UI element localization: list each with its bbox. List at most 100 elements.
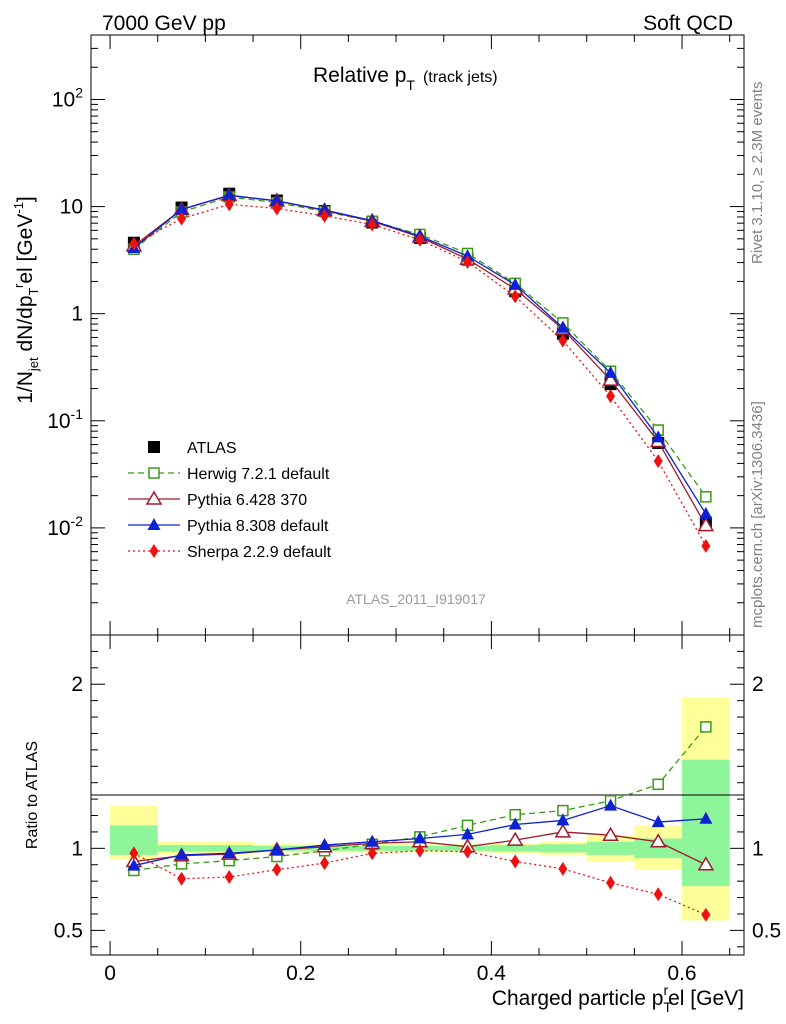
legend-label-herwig: Herwig 7.2.1 default bbox=[187, 466, 330, 483]
header-right-label: Soft QCD bbox=[643, 12, 733, 35]
ratio-band-inner bbox=[491, 845, 540, 852]
data-point-sherpa bbox=[653, 454, 663, 469]
ratio-point-pythia8 bbox=[365, 834, 379, 847]
legend: ATLAS Herwig 7.2.1 default Pythia 6.428 37… bbox=[128, 440, 332, 561]
data-point-pythia6 bbox=[697, 517, 715, 532]
ratio-point-pythia8 bbox=[699, 811, 713, 824]
ratio-y-tick-label: 0.5 bbox=[54, 919, 83, 942]
ylabel-part-5: r bbox=[11, 283, 26, 288]
data-point-herwig bbox=[700, 491, 712, 503]
ratio-point-pythia6 bbox=[649, 833, 667, 848]
ratio-y-tick-label-right: 0.5 bbox=[752, 919, 781, 942]
ratio-point-pythia6 bbox=[506, 831, 524, 846]
data-point-pythia8 bbox=[699, 506, 713, 519]
x-tick-label: 0.2 bbox=[286, 962, 315, 985]
ratio-plot-panel: 0.5 0.5 1 1 2 2 0 0.2 0.4 0.6 Ratio to ATLAS Char… bbox=[24, 634, 781, 1015]
main-y-tick-label: 102 bbox=[52, 84, 83, 111]
data-point-sherpa bbox=[415, 232, 425, 247]
main-title-text: Relative p bbox=[313, 64, 406, 87]
legend-label-pythia6: Pythia 6.428 370 bbox=[187, 492, 307, 509]
ratio-point-pythia8 bbox=[556, 813, 570, 826]
xlabel-superscript: r bbox=[663, 982, 668, 998]
legend-marker-pythia6 bbox=[145, 490, 163, 505]
data-point-sherpa bbox=[177, 211, 187, 226]
data-point-pythia8 bbox=[651, 430, 665, 443]
data-point-pythia6 bbox=[602, 371, 619, 386]
data-point-sherpa bbox=[463, 254, 473, 269]
data-point-sherpa bbox=[701, 538, 711, 553]
ylabel-part-6: el [GeV bbox=[14, 214, 37, 284]
data-point-pythia8 bbox=[508, 277, 522, 290]
main-title-extra: (track jets) bbox=[423, 69, 498, 86]
x-tick-label: 0.6 bbox=[667, 962, 696, 985]
ratio-point-sherpa bbox=[224, 870, 234, 885]
tick-exponent: -2 bbox=[71, 513, 84, 529]
legend-label-sherpa: Sherpa 2.2.9 default bbox=[187, 544, 332, 561]
ratio-y-axis-label: Ratio to ATLAS bbox=[24, 741, 41, 849]
ratio-point-pythia8 bbox=[175, 847, 189, 860]
ylabel-part-7: -1 bbox=[11, 202, 26, 214]
data-point-sherpa bbox=[606, 389, 616, 404]
main-y-tick-label: 10-1 bbox=[47, 406, 83, 433]
ratio-band-inner bbox=[586, 841, 635, 855]
ratio-point-pythia6 bbox=[697, 856, 715, 871]
ratio-point-sherpa bbox=[320, 856, 330, 871]
main-title-subscript: T bbox=[406, 77, 415, 93]
legend-label-pythia8: Pythia 8.308 default bbox=[187, 518, 329, 535]
ratio-point-sherpa bbox=[415, 843, 425, 858]
xlabel-subscript: T bbox=[663, 999, 672, 1015]
ratio-point-sherpa bbox=[463, 844, 473, 859]
ratio-point-pythia6 bbox=[554, 823, 572, 838]
rivet-version-label: Rivet 3.1.10, ≥ 2.3M events bbox=[749, 82, 766, 265]
data-point-pythia8 bbox=[222, 188, 236, 201]
ratio-point-sherpa bbox=[272, 862, 282, 877]
ratio-point-pythia8 bbox=[461, 827, 475, 840]
ratio-point-herwig bbox=[652, 778, 664, 791]
header-left-label: 7000 GeV pp bbox=[102, 12, 226, 35]
main-y-tick-label: 10-2 bbox=[47, 513, 83, 540]
legend-marker-sherpa bbox=[149, 544, 159, 558]
tick-base: 10 bbox=[47, 517, 70, 540]
data-point-sherpa bbox=[320, 208, 330, 223]
main-title: Relative pT (track jets) bbox=[313, 64, 498, 93]
x-axis-label: Charged particle pTrel [GeV] bbox=[492, 982, 744, 1015]
x-tick-label: 0 bbox=[104, 962, 116, 985]
ratio-point-herwig bbox=[700, 721, 712, 733]
ratio-point-pythia8 bbox=[127, 858, 141, 871]
ratio-point-sherpa bbox=[653, 887, 663, 902]
x-tick-label: 0.4 bbox=[477, 962, 507, 985]
ratio-y-tick-label-right: 1 bbox=[752, 837, 764, 860]
data-point-sherpa bbox=[558, 333, 568, 348]
ratio-plot-frame bbox=[90, 634, 745, 956]
mcplots-label: mcplots.cern.ch [arXiv:1306.3436] bbox=[749, 401, 766, 628]
data-point-sherpa bbox=[129, 236, 139, 251]
data-point-sherpa bbox=[367, 217, 377, 232]
data-point-pythia8 bbox=[604, 365, 618, 378]
ratio-y-tick-label: 2 bbox=[71, 673, 83, 696]
data-point-sherpa bbox=[272, 201, 282, 216]
ratio-point-sherpa bbox=[701, 907, 711, 922]
ratio-point-sherpa bbox=[606, 875, 616, 890]
analysis-watermark: ATLAS_2011_I919017 bbox=[346, 591, 486, 607]
xlabel-tail: el [GeV] bbox=[668, 987, 744, 1010]
tick-exponent: 2 bbox=[75, 84, 83, 100]
ratio-axes: 0.5 0.5 1 1 2 2 0 0.2 0.4 0.6 bbox=[54, 635, 781, 985]
ylabel-part-3: dN/dp bbox=[14, 295, 37, 357]
main-y-axis: 10-2 10-1 1 10 102 bbox=[47, 34, 744, 636]
xlabel-main: Charged particle p bbox=[492, 987, 664, 1010]
data-point-sherpa bbox=[224, 197, 234, 212]
ratio-point-pythia8 bbox=[413, 831, 427, 844]
main-y-axis-label: 1/Njet dN/dpTrel [GeV-1] bbox=[11, 196, 41, 404]
ylabel-part-4: T bbox=[26, 287, 41, 295]
ratio-y-tick-label-right: 2 bbox=[752, 673, 764, 696]
ylabel-part-2: jet bbox=[26, 357, 41, 372]
main-series-group bbox=[125, 186, 715, 553]
ratio-band-inner bbox=[539, 844, 587, 853]
main-y-tick-label: 1 bbox=[71, 303, 83, 326]
ratio-point-pythia8 bbox=[604, 798, 618, 811]
ratio-point-pythia8 bbox=[270, 842, 284, 855]
data-point-pythia8 bbox=[270, 193, 284, 206]
